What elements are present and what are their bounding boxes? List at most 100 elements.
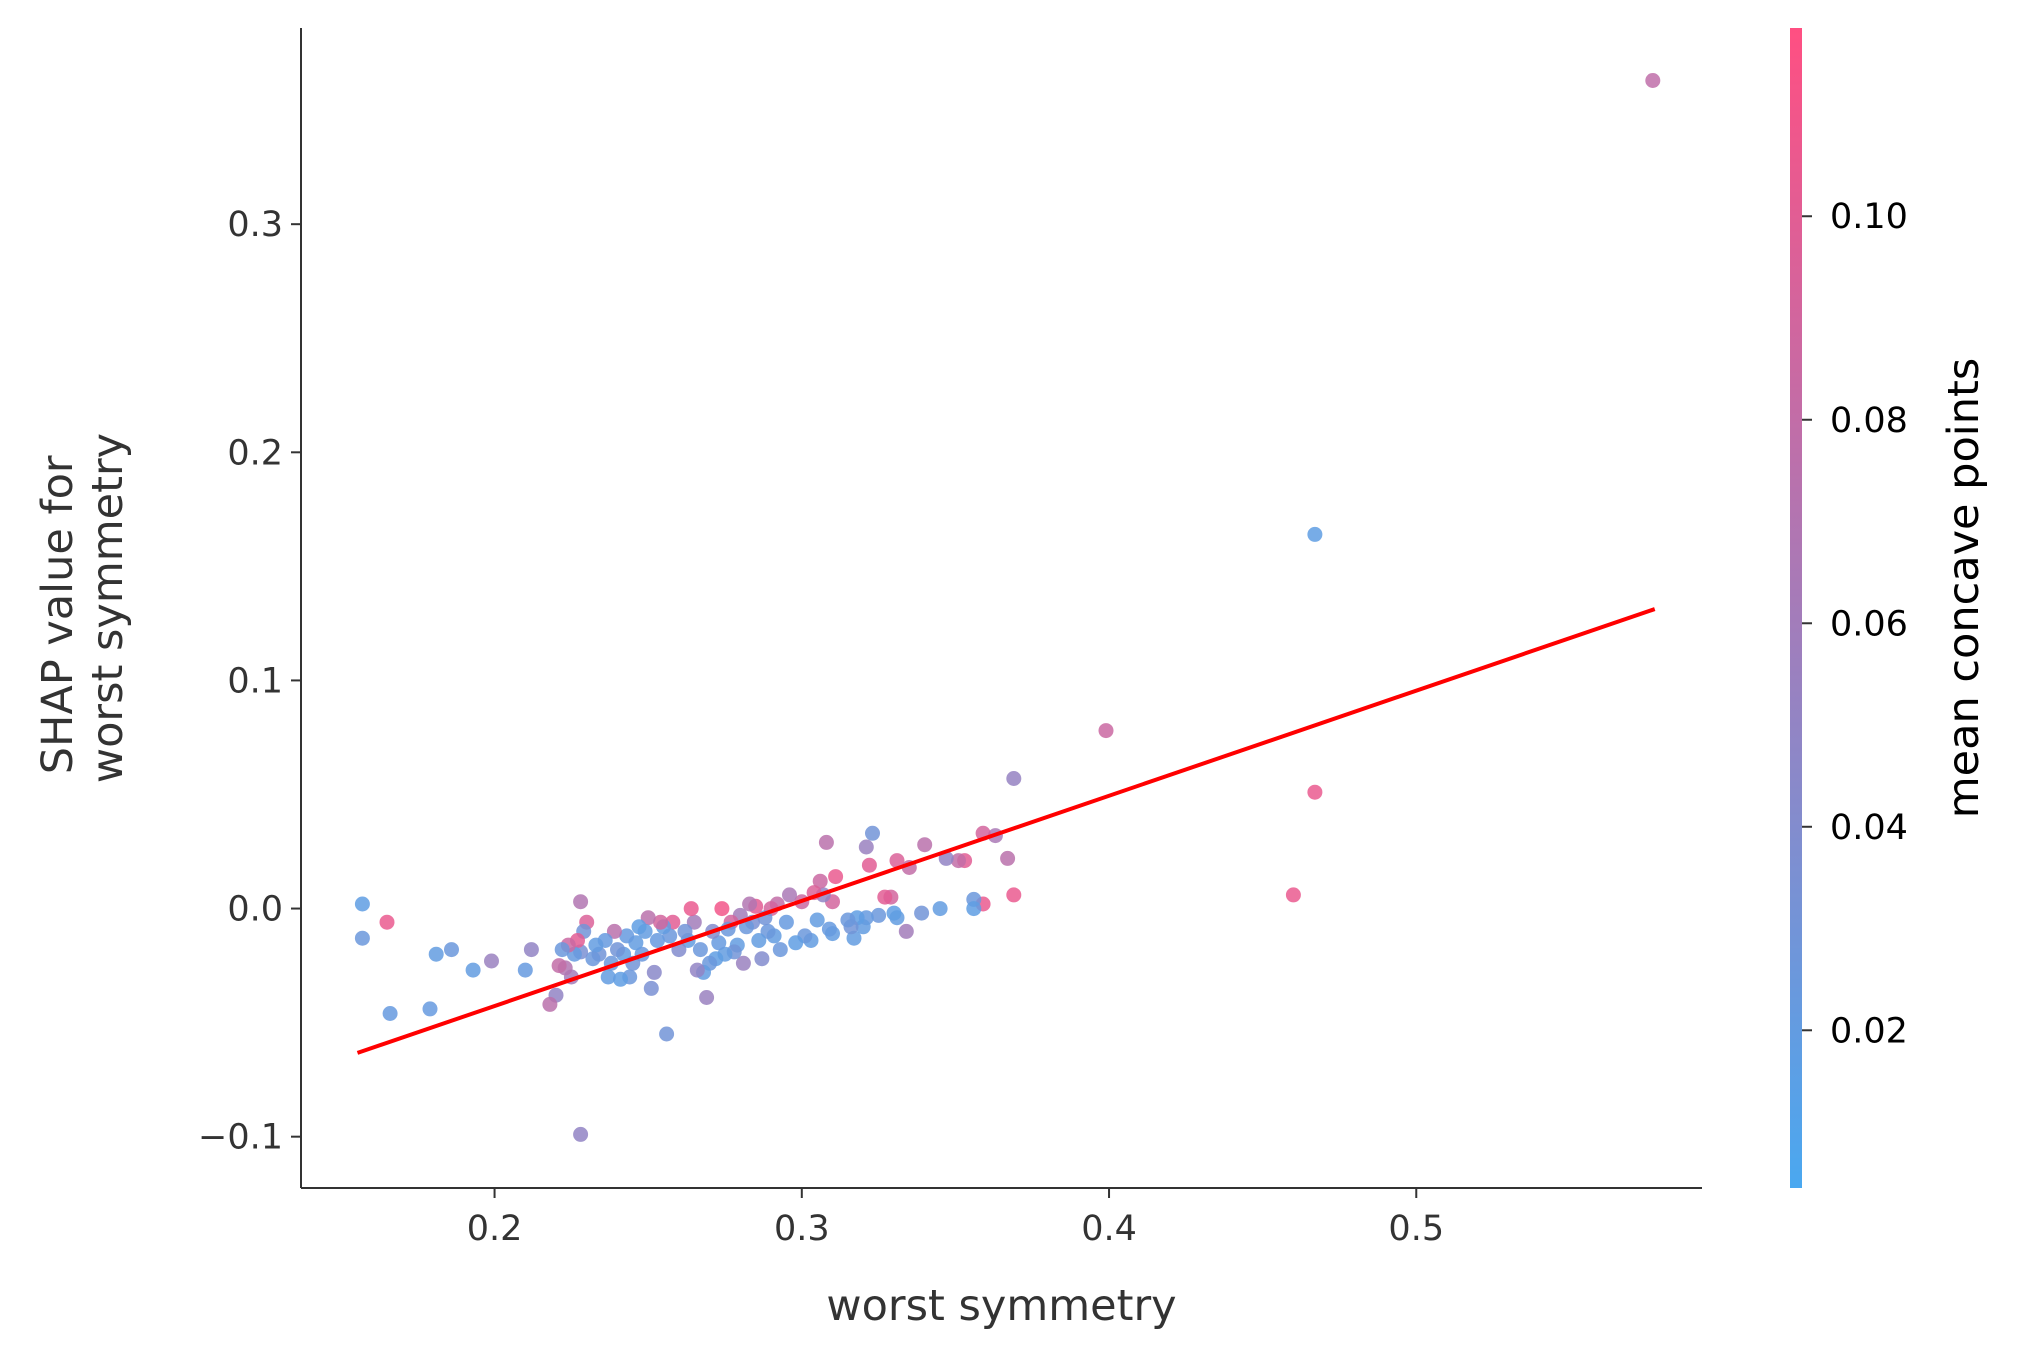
scatter-point <box>588 937 604 953</box>
scatter-point <box>354 896 370 912</box>
scatter-point <box>484 953 499 969</box>
scatter-point <box>1006 887 1022 903</box>
scatter-point <box>677 923 693 939</box>
x-tick-label: 0.2 <box>467 1209 523 1249</box>
scatter-point <box>1307 784 1323 800</box>
scatter-point <box>585 951 601 967</box>
scatter-point <box>898 923 914 939</box>
y-axis-title-line-2: worst symmetry <box>83 433 133 783</box>
scatter-point <box>382 1006 398 1021</box>
colorbar-gradient-bar <box>1790 28 1802 1188</box>
scatter-point <box>1000 850 1016 866</box>
scatter-point <box>809 912 825 928</box>
scatter-point <box>772 942 788 958</box>
scatter-point <box>692 942 708 958</box>
scatter-point <box>914 905 930 921</box>
scatter-point <box>917 837 933 853</box>
scatter-point <box>818 834 834 850</box>
scatter-point <box>782 887 797 903</box>
scatter-point <box>877 889 893 905</box>
scatter-point <box>699 990 715 1005</box>
scatter-point <box>951 853 966 869</box>
scatter-point <box>610 942 625 958</box>
colorbar-tick-label: 0.10 <box>1830 197 1908 237</box>
scatter-point <box>751 933 767 948</box>
scatter-point <box>428 946 444 962</box>
scatter-point <box>871 907 887 923</box>
scatter-point <box>858 839 874 855</box>
scatter-point <box>606 923 622 939</box>
scatter-point <box>932 901 948 917</box>
scatter-point <box>554 942 570 958</box>
scatter-point <box>573 894 589 910</box>
scatter-point <box>613 971 628 987</box>
colorbar-tick-label: 0.04 <box>1830 808 1908 848</box>
scatter-point <box>689 962 705 978</box>
scatter-point <box>379 914 395 930</box>
colorbar: 0.02 0.04 0.06 0.08 0.10 mean concave points <box>1790 28 1989 1188</box>
scatter-point <box>573 1126 589 1142</box>
scatter-point <box>619 928 635 944</box>
colorbar-tick-label: 0.06 <box>1830 604 1908 644</box>
y-tick-label: −0.1 <box>198 1118 283 1158</box>
scatter-point <box>846 930 862 946</box>
scatter-point <box>422 1001 438 1017</box>
axes <box>300 28 1702 1189</box>
scatter-point <box>735 955 751 971</box>
y-tick-label: 0.0 <box>227 890 283 930</box>
scatter-point <box>444 942 459 958</box>
y-axis-title: SHAP value for worst symmetry <box>33 433 133 783</box>
x-tick-label: 0.5 <box>1388 1209 1444 1249</box>
scatter-point <box>760 923 776 939</box>
scatter-point <box>640 910 656 926</box>
scatter-point <box>861 857 877 873</box>
scatter-point <box>1307 526 1323 542</box>
x-ticks: 0.2 0.3 0.4 0.5 <box>467 1188 1444 1249</box>
scatter-point <box>889 853 905 869</box>
colorbar-title: mean concave points <box>1939 358 1989 818</box>
scatter-point <box>788 935 804 951</box>
scatter-point <box>778 914 794 930</box>
scatter-point <box>821 921 837 937</box>
y-axis-title-line-1: SHAP value for <box>33 455 83 774</box>
scatter-point <box>754 951 770 967</box>
scatter-point <box>653 914 668 930</box>
x-axis-title: worst symmetry <box>826 1281 1176 1331</box>
scatter-point <box>643 980 659 996</box>
scatter-point <box>523 942 539 958</box>
scatter-point <box>1645 73 1661 88</box>
scatter-point <box>631 919 647 935</box>
scatter-point <box>683 901 699 917</box>
scatter-point <box>600 969 616 985</box>
scatter-point <box>1285 887 1301 903</box>
scatter-point <box>649 933 665 948</box>
scatter-points <box>354 73 1661 1142</box>
trend-line-layer <box>356 607 1656 1055</box>
scatter-point <box>686 914 702 930</box>
scatter-point <box>711 935 727 951</box>
scatter-point <box>966 901 982 917</box>
scatter-point <box>828 869 844 885</box>
scatter-point <box>354 930 370 946</box>
scatter-point <box>517 962 533 978</box>
y-tick-label: 0.1 <box>227 661 283 701</box>
scatter-point <box>465 962 481 978</box>
colorbar-tick-label: 0.08 <box>1830 401 1908 441</box>
y-tick-label: 0.2 <box>227 433 283 473</box>
scatter-point <box>1098 723 1114 739</box>
scatter-point <box>812 873 828 889</box>
scatter-point <box>1006 771 1022 786</box>
scatter-point <box>551 958 567 974</box>
scatter-point <box>886 905 902 921</box>
scatter-point <box>659 1026 675 1042</box>
y-ticks: −0.1 0.0 0.1 0.2 0.3 <box>198 205 301 1158</box>
scatter-point <box>542 996 558 1012</box>
colorbar-ticks: 0.02 0.04 0.06 0.08 0.10 <box>1802 197 1908 1051</box>
x-tick-label: 0.4 <box>1081 1209 1137 1249</box>
trend-line <box>356 607 1656 1055</box>
y-tick-label: 0.3 <box>227 205 283 245</box>
scatter-point <box>646 964 662 980</box>
scatter-point <box>840 912 856 928</box>
scatter-point <box>742 896 758 912</box>
